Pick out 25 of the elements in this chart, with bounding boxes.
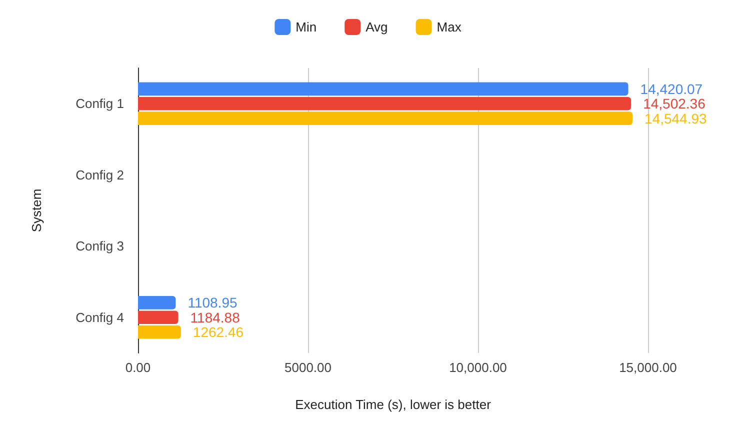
legend-label: Max	[436, 20, 462, 34]
data-label: 1108.95	[188, 294, 238, 311]
data-label: 14,502.36	[643, 96, 706, 112]
data-label: 1262.46	[192, 324, 244, 340]
bar	[138, 82, 628, 96]
y-tick-label: Config 1	[76, 96, 124, 112]
bar	[138, 310, 178, 324]
x-axis-title: Execution Time (s), lower is better	[295, 397, 492, 412]
data-label: 14,544.93	[644, 110, 708, 126]
x-tick-label: 5000.00	[284, 360, 332, 375]
data-label: 1184.88	[190, 309, 240, 326]
y-tick-label: Config 3	[76, 238, 124, 254]
x-tick-label: 10,000.00	[449, 360, 507, 375]
y-tick-label: Config 4	[76, 310, 124, 325]
y-tick-label: Config 2	[76, 167, 124, 182]
bar	[138, 325, 181, 339]
x-tick-label: 0.00	[125, 360, 151, 375]
bar	[138, 96, 632, 110]
legend-label: Min	[296, 20, 317, 34]
y-axis-title: System	[29, 188, 44, 232]
legend-label: Avg	[366, 20, 388, 34]
data-label: 14,420.07	[640, 80, 703, 97]
bar	[138, 296, 176, 310]
x-tick-label: 15,000.00	[619, 360, 677, 375]
bar	[138, 112, 633, 125]
